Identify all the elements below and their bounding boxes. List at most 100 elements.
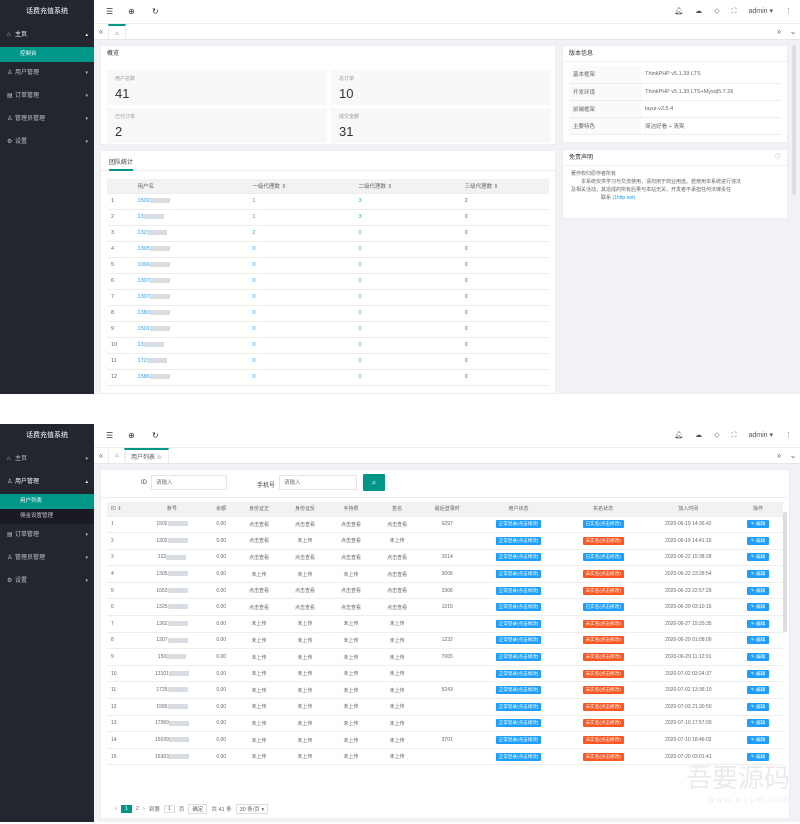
username-link[interactable]: 1305 xyxy=(137,246,150,252)
view-image-link[interactable]: 点击查看 xyxy=(341,521,362,528)
user-status-badge[interactable]: 正常登录(点击修改) xyxy=(495,520,542,529)
user-status-badge[interactable]: 正常登录(点击修改) xyxy=(495,536,542,545)
realname-status-badge[interactable]: 已实名(点击修改) xyxy=(582,520,624,529)
page-2[interactable]: 2 xyxy=(135,806,139,812)
tag-icon[interactable]: ◇ xyxy=(714,432,720,439)
theme-icon[interactable]: ☁ xyxy=(695,432,703,439)
edit-button[interactable]: ✎ 编辑 xyxy=(746,520,770,529)
user-status-badge[interactable]: 正常登录(点击修改) xyxy=(495,686,542,695)
table-cell[interactable]: 172 xyxy=(133,353,249,370)
realname-status-badge[interactable]: 未实名(点击修改) xyxy=(582,586,624,595)
table-cell[interactable]: 1502 xyxy=(133,193,249,210)
view-image-link[interactable]: 点击查看 xyxy=(248,538,269,545)
table-cell[interactable]: 1307 xyxy=(133,289,249,306)
more-icon[interactable]: ⋮ xyxy=(785,8,792,15)
realname-status-badge[interactable]: 已实名(点击修改) xyxy=(582,553,624,562)
edit-button[interactable]: ✎ 编辑 xyxy=(746,719,770,728)
tab-menu-icon[interactable]: ⌄ xyxy=(789,27,797,36)
edit-button[interactable]: ✎ 编辑 xyxy=(746,603,770,612)
table-scrollbar[interactable] xyxy=(783,512,787,632)
user-status-badge[interactable]: 正常登录(点击修改) xyxy=(495,553,542,562)
view-image-link[interactable]: 点击查看 xyxy=(295,554,316,561)
menu-item-3[interactable]: ▤ 订单管理 ▾ xyxy=(0,85,94,108)
refresh-icon[interactable]: ↻ xyxy=(152,7,159,16)
table-cell[interactable]: 1380 xyxy=(133,305,249,322)
menu-item-4[interactable]: ♙ 管理员管理 ▾ xyxy=(0,108,94,131)
table-cell[interactable]: 13 xyxy=(133,209,249,226)
user-status-badge[interactable]: 正常登录(点击修改) xyxy=(495,570,542,579)
username-link[interactable]: 1501 xyxy=(137,326,150,332)
tab-prev-icon[interactable]: « xyxy=(98,451,104,460)
fullscreen-icon[interactable]: ⛶ xyxy=(731,8,737,15)
edit-button[interactable]: ✎ 编辑 xyxy=(746,536,770,545)
realname-status-badge[interactable]: 未实名(点击修改) xyxy=(582,536,624,545)
bell-icon[interactable]: 🔔︎ xyxy=(674,8,684,15)
edit-button[interactable]: ✎ 编辑 xyxy=(746,553,770,562)
close-tab-icon[interactable]: ⊗ xyxy=(156,455,162,461)
user-status-badge[interactable]: 正常登录(点击修改) xyxy=(495,702,542,711)
column-header[interactable]: 身份证正 xyxy=(235,502,283,517)
view-image-link[interactable]: 点击查看 xyxy=(248,521,269,528)
tab-menu-icon[interactable]: ⌄ xyxy=(789,451,797,460)
tag-icon[interactable]: ◇ xyxy=(714,8,720,15)
tab-next-icon[interactable]: » xyxy=(776,27,782,36)
edit-button[interactable]: ✎ 编辑 xyxy=(746,636,770,645)
column-header[interactable]: 最后登录时 xyxy=(420,502,475,517)
user-menu[interactable]: admin ▾ xyxy=(748,8,773,15)
username-link[interactable]: 1006 xyxy=(137,262,150,268)
edit-button[interactable]: ✎ 编辑 xyxy=(746,752,770,761)
edit-button[interactable]: ✎ 编辑 xyxy=(746,570,770,579)
submenu-item[interactable]: 佣金设置管理 xyxy=(0,509,94,524)
user-status-badge[interactable]: 正常登录(点击修改) xyxy=(495,719,542,728)
id-search-input[interactable] xyxy=(151,475,227,490)
view-image-link[interactable]: 点击查看 xyxy=(387,521,408,528)
user-status-badge[interactable]: 正常登录(点击修改) xyxy=(495,752,542,761)
username-link[interactable]: 1307 xyxy=(137,294,150,300)
table-cell[interactable]: 1586 xyxy=(133,369,249,386)
realname-status-badge[interactable]: 未实名(点击修改) xyxy=(582,702,624,711)
column-header[interactable] xyxy=(107,179,134,194)
edit-button[interactable]: ✎ 编辑 xyxy=(746,653,770,662)
column-header[interactable]: 操作 xyxy=(733,502,783,517)
tab-next-icon[interactable]: » xyxy=(776,451,782,460)
page-jump-input[interactable]: 1 xyxy=(163,805,175,813)
user-status-badge[interactable]: 正常登录(点击修改) xyxy=(495,653,542,662)
view-image-link[interactable]: 点击查看 xyxy=(387,588,408,595)
view-image-link[interactable]: 点击查看 xyxy=(248,554,269,561)
edit-button[interactable]: ✎ 编辑 xyxy=(746,619,770,628)
theme-icon[interactable]: ☁ xyxy=(695,8,703,15)
username-link[interactable]: 132 xyxy=(137,230,147,236)
menu-item-3[interactable]: ▤ 订单管理 ▾ xyxy=(0,524,94,547)
user-status-badge[interactable]: 正常登录(点击修改) xyxy=(495,619,542,628)
page-size-select[interactable]: 30 条/页 ▾ xyxy=(235,804,269,814)
view-image-link[interactable]: 点击查看 xyxy=(387,571,408,578)
realname-status-badge[interactable]: 未实名(点击修改) xyxy=(582,719,624,728)
column-header[interactable]: 加入时间 xyxy=(643,502,734,517)
info-icon[interactable]: ⓘ xyxy=(774,155,781,161)
table-cell[interactable]: 1307 xyxy=(133,273,249,290)
column-header[interactable]: 身份证反 xyxy=(282,502,329,517)
column-header[interactable]: 三级代理数 ⇕ xyxy=(460,179,549,194)
user-status-badge[interactable]: 正常登录(点击修改) xyxy=(495,736,542,745)
table-cell[interactable]: 13 xyxy=(133,337,249,354)
view-image-link[interactable]: 点击查看 xyxy=(387,554,408,561)
realname-status-badge[interactable]: 未实名(点击修改) xyxy=(582,752,624,761)
menu-toggle-icon[interactable]: ☰ xyxy=(106,431,114,440)
tab-user-list[interactable]: 用户列表 ⊗ xyxy=(124,448,169,464)
view-image-link[interactable]: 点击查看 xyxy=(341,588,362,595)
view-image-link[interactable]: 点击查看 xyxy=(341,538,362,545)
user-menu[interactable]: admin ▾ xyxy=(748,432,773,439)
globe-icon[interactable]: ⊕ xyxy=(128,7,135,16)
menu-item-5[interactable]: ⚙ 设置 ▾ xyxy=(0,131,94,154)
username-link[interactable]: 172 xyxy=(137,358,147,364)
more-icon[interactable]: ⋮ xyxy=(785,432,792,439)
column-header[interactable]: 用户名 xyxy=(133,179,249,194)
goto-confirm-button[interactable]: 确定 xyxy=(188,804,208,814)
user-status-badge[interactable]: 正常登录(点击修改) xyxy=(495,586,542,595)
next-page-icon[interactable]: › xyxy=(142,806,145,812)
search-button[interactable]: ⌕ xyxy=(363,474,385,491)
realname-status-badge[interactable]: 已实名(点击修改) xyxy=(582,603,624,612)
menu-item-4[interactable]: ♙ 管理员管理 ▾ xyxy=(0,547,94,570)
user-status-badge[interactable]: 正常登录(点击修改) xyxy=(495,669,542,678)
column-header[interactable]: 一级代理数 ⇕ xyxy=(248,179,355,194)
